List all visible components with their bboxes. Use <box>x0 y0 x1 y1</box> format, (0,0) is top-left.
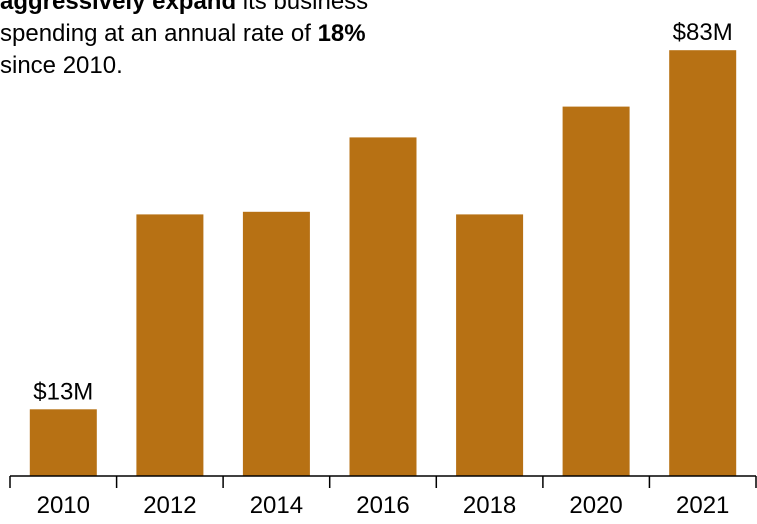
bar-2020 <box>562 106 630 476</box>
bar-2021 <box>669 50 737 476</box>
headline-text: its business <box>236 0 369 15</box>
headline-rate: 18% <box>317 20 366 47</box>
x-tick-label-2014: 2014 <box>250 492 303 519</box>
bars-group <box>29 50 737 477</box>
x-tick-label-2012: 2012 <box>143 492 196 519</box>
bar-2016 <box>349 137 417 476</box>
bar-2014 <box>242 211 310 477</box>
headline-line-1: aggressively expand its business <box>0 0 500 18</box>
x-axis: 2010 2012 2014 2016 2018 2020 2021 <box>9 475 757 519</box>
data-label-2021: $83M <box>673 19 733 46</box>
headline-emphasis: aggressively expand <box>0 0 237 15</box>
x-tick-label-2010: 2010 <box>37 492 90 519</box>
headline-text: since 2010. <box>0 52 123 79</box>
chart-headline: aggressively expand its business spendin… <box>0 0 500 82</box>
x-tick-label-2016: 2016 <box>356 492 409 519</box>
bar-2012 <box>136 214 204 476</box>
data-labels-group: $13M $83M <box>33 19 732 405</box>
x-tick-label-2021: 2021 <box>676 492 729 519</box>
headline-line-2: spending at an annual rate of 18% <box>0 18 500 50</box>
x-tick-label-2018: 2018 <box>463 492 516 519</box>
bar-2010 <box>29 409 97 476</box>
data-label-2010: $13M <box>33 378 93 405</box>
headline-text: spending at an annual rate of <box>0 20 318 47</box>
bar-2018 <box>456 214 524 476</box>
x-tick-label-2020: 2020 <box>569 492 622 519</box>
headline-line-3: since 2010. <box>0 50 500 82</box>
